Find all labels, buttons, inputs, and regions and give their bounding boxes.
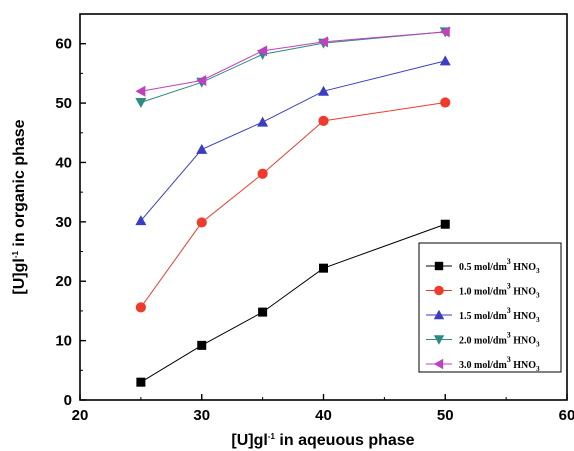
data-point xyxy=(440,97,451,108)
data-point xyxy=(135,302,146,313)
y-tick-label: 30 xyxy=(55,214,72,231)
y-tick-label: 20 xyxy=(55,273,72,290)
x-tick-label: 30 xyxy=(193,407,210,424)
y-tick-label: 40 xyxy=(55,154,72,171)
series-3 xyxy=(135,55,451,226)
x-tick-label: 40 xyxy=(315,407,332,424)
series-5 xyxy=(135,26,450,97)
series-2 xyxy=(135,97,451,313)
legend-marker xyxy=(433,358,444,370)
series-line xyxy=(140,31,446,92)
y-tick-label: 0 xyxy=(64,392,72,409)
legend-entry: 1.0 mol/dm3 HNO3 xyxy=(426,282,540,300)
legend-marker xyxy=(433,309,445,320)
data-point xyxy=(439,55,451,66)
data-point xyxy=(318,85,329,96)
legend-entry: 0.5 mol/dm3 HNO3 xyxy=(426,257,540,275)
legend-marker xyxy=(433,335,445,345)
data-point xyxy=(440,219,450,229)
data-point xyxy=(196,75,207,87)
legend-label: 0.5 mol/dm3 HNO3 xyxy=(459,257,540,275)
data-point xyxy=(257,45,268,57)
data-point xyxy=(196,143,208,154)
data-point xyxy=(318,115,329,126)
y-tick-label: 50 xyxy=(55,95,72,112)
axis-ticks: 20 30 40 50 60 0 10 20 30 40 50 60 xyxy=(55,13,574,424)
y-tick-label: 60 xyxy=(55,36,72,53)
data-point xyxy=(319,263,328,273)
data-point xyxy=(135,85,146,97)
series-line xyxy=(140,31,446,103)
data-point xyxy=(257,168,268,179)
legend-label: 3.0 mol/dm3 HNO3 xyxy=(459,355,540,373)
legend-label: 2.0 mol/dm3 HNO3 xyxy=(459,331,540,349)
series-layer xyxy=(135,26,451,387)
legend-entry: 2.0 mol/dm3 HNO3 xyxy=(426,331,540,349)
legend-marker xyxy=(434,285,444,296)
y-tick-label: 10 xyxy=(55,333,72,350)
legend-entry: 1.5 mol/dm3 HNO3 xyxy=(426,306,540,324)
y-axis-title: [U]gl-1 in organic phase xyxy=(11,119,28,294)
data-point xyxy=(136,377,146,387)
legend-entry: 3.0 mol/dm3 HNO3 xyxy=(426,355,540,373)
x-tick-label: 50 xyxy=(437,407,454,424)
data-point xyxy=(318,36,328,48)
x-axis-title: [U]gl-1 in aqeuous phase xyxy=(231,432,414,449)
series-line xyxy=(140,60,446,221)
x-tick-label: 20 xyxy=(72,407,89,424)
series-1 xyxy=(136,219,450,387)
data-point xyxy=(257,116,269,127)
data-point xyxy=(439,26,450,38)
data-point xyxy=(258,307,268,317)
legend-label: 1.5 mol/dm3 HNO3 xyxy=(459,306,540,324)
data-point xyxy=(196,217,207,228)
data-point xyxy=(135,215,147,226)
data-point xyxy=(135,97,147,108)
legend-label: 1.0 mol/dm3 HNO3 xyxy=(459,282,540,300)
series-4 xyxy=(135,27,451,108)
series-line xyxy=(140,223,446,383)
legend-marker xyxy=(434,261,444,271)
x-tick-label: 60 xyxy=(559,407,574,424)
legend: 0.5 mol/dm3 HNO3 1.0 mol/dm3 HNO3 1.5 mol/… xyxy=(418,242,562,373)
data-point xyxy=(197,340,207,350)
series-line xyxy=(140,101,446,308)
